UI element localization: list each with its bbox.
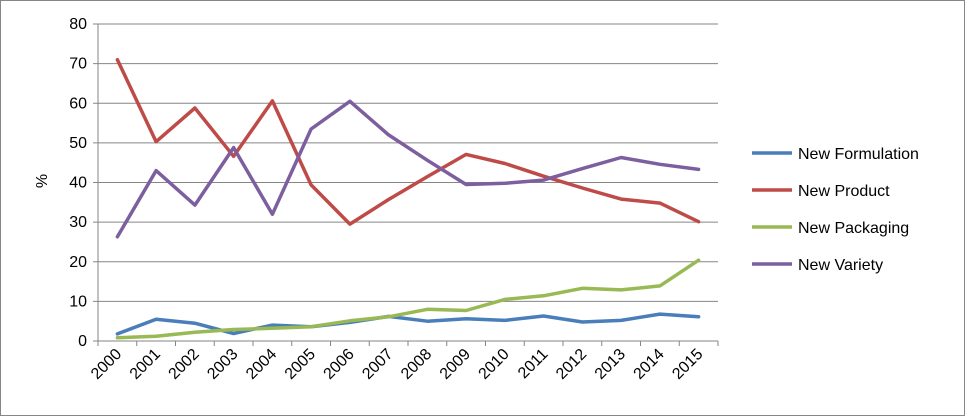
y-axis-label: % [34,174,51,188]
x-tick-label-2001: 2001 [127,346,164,383]
series-line-new-formulation [115,312,701,336]
x-tick-label-2005: 2005 [282,346,319,383]
x-tick-label-2008: 2008 [398,346,435,383]
series-line-new-packaging [115,258,701,340]
y-tick-label: 40 [69,175,87,192]
y-tick-label: 30 [69,214,87,231]
x-tick-label-2013: 2013 [592,346,629,383]
legend: New Formulation New Product New Packaging N… [752,146,919,274]
x-tick-label-2004: 2004 [243,346,280,383]
y-tick-label: 0 [78,333,87,350]
y-tick-label: 60 [69,95,87,112]
x-tick-label-2014: 2014 [631,346,668,383]
y-tick-label: 80 [69,16,87,33]
y-tick-label: 20 [69,254,87,271]
series-line-new-product [115,57,701,226]
legend-label-new-product: New Product [798,183,890,200]
x-tick-label-2000: 2000 [88,346,125,383]
x-tick-label-2012: 2012 [553,346,590,383]
axes [93,23,719,346]
x-tick-label-2007: 2007 [359,346,396,383]
series-line-new-variety [115,99,701,239]
series-lines [115,57,701,340]
x-tick-label-2002: 2002 [166,346,203,383]
legend-label-new-formulation: New Formulation [798,146,919,163]
gridlines [98,23,718,302]
x-tick-label-2010: 2010 [476,346,513,383]
legend-label-new-packaging: New Packaging [798,220,909,237]
x-tick-label-2011: 2011 [515,346,551,382]
y-tick-label: 70 [69,56,87,73]
x-tick-label-2006: 2006 [321,346,358,383]
x-tick-label-2015: 2015 [669,346,706,383]
y-tick-label: 50 [69,135,87,152]
y-tick-label: 10 [69,293,87,310]
legend-label-new-variety: New Variety [798,257,883,274]
x-tick-label-2003: 2003 [204,346,241,383]
x-tick-label-2009: 2009 [437,346,474,383]
